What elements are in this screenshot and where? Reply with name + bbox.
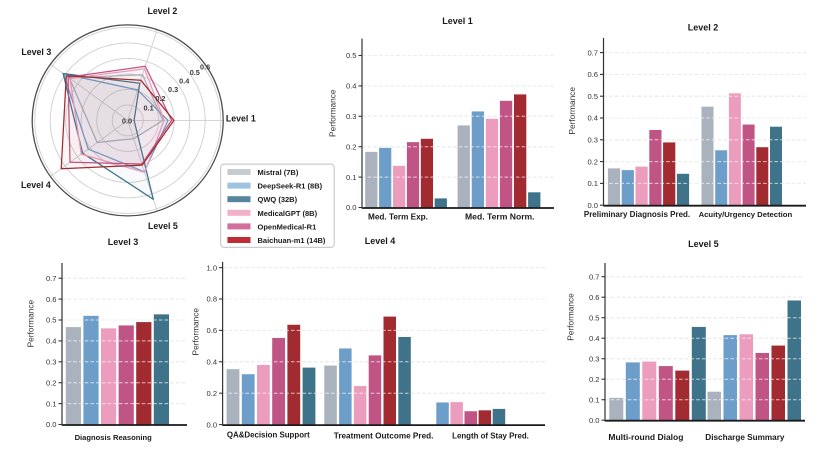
svg-text:0.4: 0.4 bbox=[46, 337, 57, 346]
svg-text:0.1: 0.1 bbox=[589, 395, 600, 404]
svg-text:Preliminary Diagnosis Pred.: Preliminary Diagnosis Pred. bbox=[584, 210, 690, 219]
svg-text:0.3: 0.3 bbox=[46, 358, 57, 367]
svg-text:0.0: 0.0 bbox=[589, 416, 600, 425]
svg-text:QWQ (32B): QWQ (32B) bbox=[258, 195, 298, 204]
svg-text:0.3: 0.3 bbox=[168, 85, 178, 94]
svg-text:0.4: 0.4 bbox=[346, 82, 357, 91]
svg-text:Multi-round Dialog: Multi-round Dialog bbox=[608, 432, 683, 442]
svg-text:0.1: 0.1 bbox=[346, 173, 357, 182]
svg-text:0.4: 0.4 bbox=[179, 76, 190, 85]
svg-text:0.5: 0.5 bbox=[587, 92, 598, 101]
svg-text:Level 5: Level 5 bbox=[148, 221, 178, 231]
svg-text:0.7: 0.7 bbox=[46, 274, 57, 283]
svg-text:0.7: 0.7 bbox=[587, 48, 598, 57]
svg-text:Level 2: Level 2 bbox=[688, 22, 719, 32]
svg-text:0.1: 0.1 bbox=[144, 104, 154, 113]
svg-text:Discharge Summary: Discharge Summary bbox=[705, 433, 785, 442]
svg-text:0.4: 0.4 bbox=[207, 358, 218, 367]
svg-text:0.7: 0.7 bbox=[589, 272, 600, 281]
svg-text:Performance: Performance bbox=[26, 299, 36, 347]
svg-text:0.2: 0.2 bbox=[587, 157, 598, 166]
svg-text:Treatment Outcome Pred.: Treatment Outcome Pred. bbox=[334, 432, 434, 441]
svg-text:0.8: 0.8 bbox=[207, 295, 218, 304]
svg-text:0.6: 0.6 bbox=[207, 326, 218, 335]
svg-text:0.4: 0.4 bbox=[587, 114, 598, 123]
svg-text:0.3: 0.3 bbox=[589, 354, 600, 363]
svg-text:Performance: Performance bbox=[327, 89, 337, 137]
svg-text:0.0: 0.0 bbox=[587, 201, 598, 210]
svg-text:0.1: 0.1 bbox=[587, 179, 598, 188]
svg-text:1.0: 1.0 bbox=[207, 263, 218, 272]
svg-text:Level 2: Level 2 bbox=[147, 6, 177, 16]
svg-text:0.6: 0.6 bbox=[46, 295, 57, 304]
svg-text:0.3: 0.3 bbox=[346, 112, 357, 121]
svg-text:Level 4: Level 4 bbox=[21, 180, 51, 190]
svg-text:Level 5: Level 5 bbox=[688, 239, 719, 249]
svg-text:0.5: 0.5 bbox=[589, 313, 600, 322]
svg-text:Mistral (7B): Mistral (7B) bbox=[258, 168, 299, 177]
svg-text:Med. Term Exp.: Med. Term Exp. bbox=[368, 213, 428, 222]
svg-text:0.2: 0.2 bbox=[155, 94, 165, 103]
svg-text:Med. Term Norm.: Med. Term Norm. bbox=[465, 212, 535, 222]
svg-text:Performance: Performance bbox=[566, 293, 576, 341]
svg-text:0.5: 0.5 bbox=[190, 68, 200, 77]
svg-text:0.5: 0.5 bbox=[46, 316, 57, 325]
svg-text:0.4: 0.4 bbox=[589, 334, 600, 343]
svg-text:0.0: 0.0 bbox=[46, 420, 57, 429]
svg-text:0.5: 0.5 bbox=[346, 51, 357, 60]
svg-text:0.2: 0.2 bbox=[46, 378, 57, 387]
svg-text:0.0: 0.0 bbox=[207, 420, 218, 429]
svg-text:MedicalGPT (8B): MedicalGPT (8B) bbox=[258, 209, 318, 218]
svg-text:0.0: 0.0 bbox=[122, 117, 132, 126]
svg-text:DeepSeek-R1 (8B): DeepSeek-R1 (8B) bbox=[258, 182, 323, 191]
svg-text:0.2: 0.2 bbox=[207, 389, 218, 398]
svg-text:Level 4: Level 4 bbox=[365, 236, 396, 246]
svg-text:0.6: 0.6 bbox=[200, 63, 210, 72]
svg-text:Length of Stay Pred.: Length of Stay Pred. bbox=[452, 432, 529, 441]
svg-text:Baichuan-m1 (14B): Baichuan-m1 (14B) bbox=[258, 236, 326, 245]
svg-text:Level 1: Level 1 bbox=[226, 114, 256, 124]
svg-text:0.1: 0.1 bbox=[46, 399, 57, 408]
svg-text:Level 1: Level 1 bbox=[442, 16, 473, 26]
svg-text:Performance: Performance bbox=[567, 87, 577, 135]
svg-text:Level 3: Level 3 bbox=[21, 47, 51, 57]
svg-text:QA&Decision Support: QA&Decision Support bbox=[227, 431, 310, 440]
svg-text:0.6: 0.6 bbox=[589, 293, 600, 302]
svg-text:0.0: 0.0 bbox=[346, 203, 357, 212]
svg-text:Level 3: Level 3 bbox=[108, 237, 139, 247]
svg-text:0.6: 0.6 bbox=[587, 70, 598, 79]
svg-text:Performance: Performance bbox=[191, 308, 201, 356]
svg-text:0.2: 0.2 bbox=[346, 142, 357, 151]
svg-text:Acuity/Urgency Detection: Acuity/Urgency Detection bbox=[699, 210, 793, 219]
svg-text:OpenMedical-R1: OpenMedical-R1 bbox=[258, 222, 317, 231]
svg-text:0.3: 0.3 bbox=[587, 136, 598, 145]
svg-text:0.2: 0.2 bbox=[589, 375, 600, 384]
svg-text:Diagnosis Reasoning: Diagnosis Reasoning bbox=[75, 433, 153, 442]
